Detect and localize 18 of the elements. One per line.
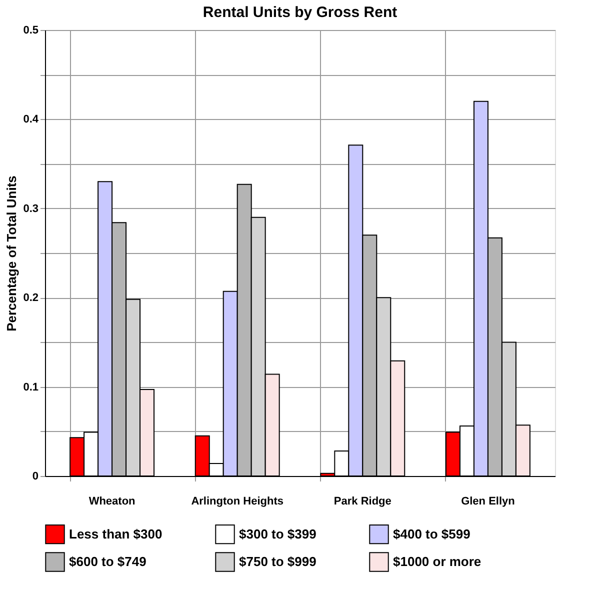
legend-label: $300 to $399 <box>239 526 316 542</box>
legend-label: Less than $300 <box>69 526 162 542</box>
legend-label: $600 to $749 <box>69 554 146 569</box>
legend-label: $400 to $599 <box>393 526 470 542</box>
y-tick-label: 0.4 <box>23 114 40 126</box>
x-tick-label: Wheaton <box>88 496 136 508</box>
x-tick-label: Park Ridge <box>334 496 392 508</box>
y-tick-label: 0.3 <box>23 202 38 215</box>
y-tick-label: 0.5 <box>23 24 38 36</box>
x-tick-label: Glen Ellyn <box>461 496 516 508</box>
legend-label: $750 to $999 <box>239 554 316 569</box>
chart-title: Rental Units by Gross Rent <box>202 4 398 21</box>
legend-label: $1000 or more <box>393 554 482 569</box>
x-tick-label: Arlington Heights <box>191 496 284 508</box>
y-axis-title: Percentage of Total Units <box>4 176 20 332</box>
y-tick-label: 0.1 <box>23 381 38 394</box>
y-tick-label: 0.2 <box>23 292 38 304</box>
y-tick-label: 0 <box>32 470 38 482</box>
